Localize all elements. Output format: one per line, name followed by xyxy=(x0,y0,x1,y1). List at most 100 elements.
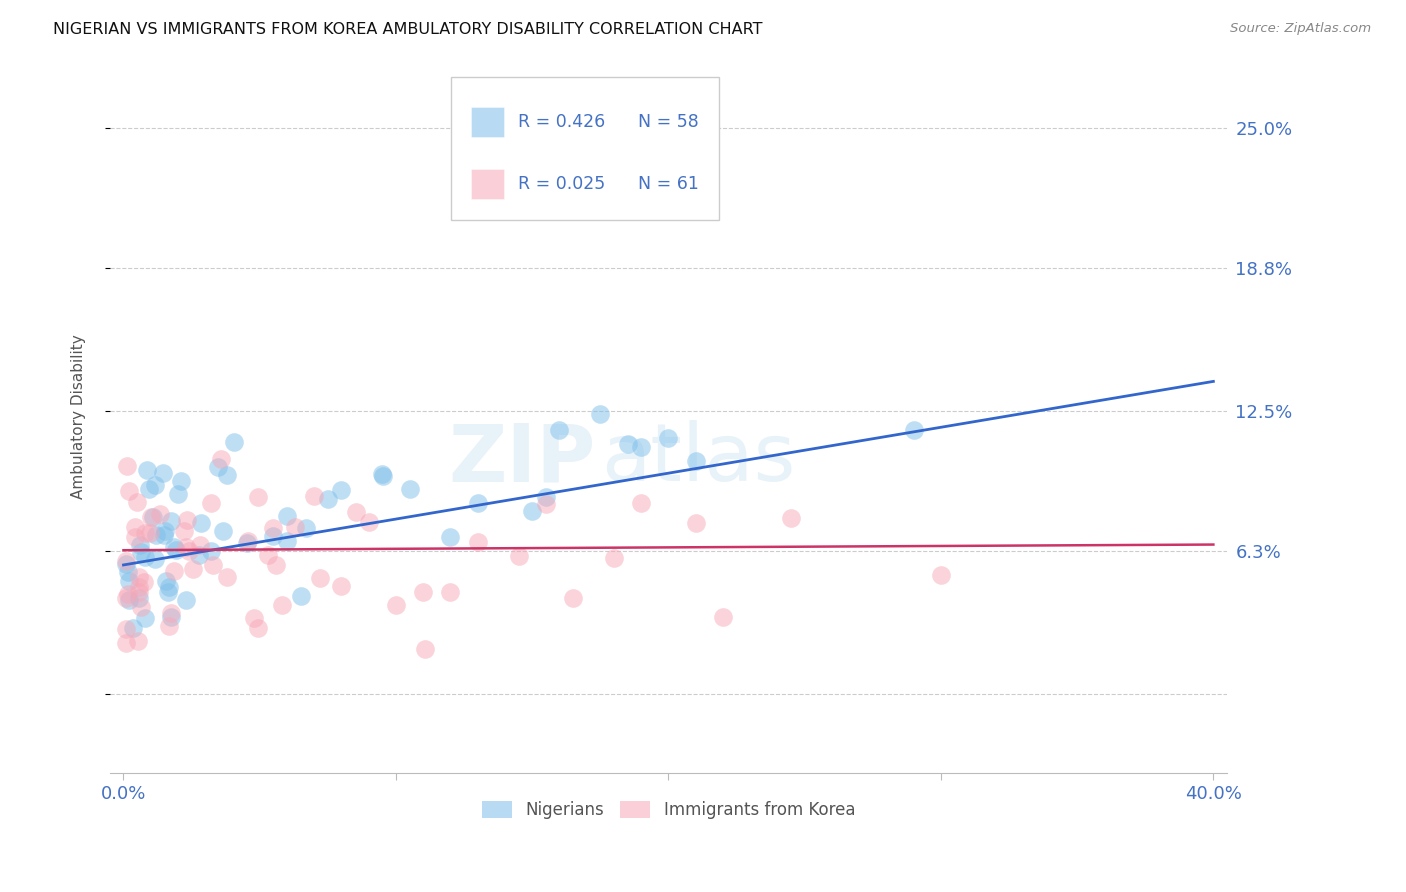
Point xyxy=(125,495,148,509)
Point xyxy=(294,521,316,535)
Point xyxy=(467,534,489,549)
Point xyxy=(187,548,209,562)
Point xyxy=(165,543,187,558)
Point xyxy=(271,598,294,612)
Point xyxy=(128,570,150,584)
Point xyxy=(115,554,138,568)
Point xyxy=(200,496,222,510)
Point xyxy=(562,591,585,606)
Text: R = 0.025: R = 0.025 xyxy=(517,175,605,193)
Point xyxy=(153,524,176,539)
Text: atlas: atlas xyxy=(602,420,796,499)
Point xyxy=(316,491,339,506)
Point xyxy=(589,407,612,421)
Point xyxy=(134,610,156,624)
Point xyxy=(174,540,197,554)
Point xyxy=(157,619,180,633)
Point xyxy=(929,568,952,582)
Point xyxy=(115,557,138,571)
Point xyxy=(276,508,298,523)
Point xyxy=(177,543,200,558)
Point xyxy=(118,592,141,607)
Point xyxy=(138,482,160,496)
Point xyxy=(160,514,183,528)
Point xyxy=(548,423,571,437)
Point xyxy=(685,454,707,468)
Point xyxy=(412,585,434,599)
Point xyxy=(128,591,150,605)
Point xyxy=(115,636,138,650)
Point xyxy=(256,548,278,562)
Point xyxy=(290,589,312,603)
Point xyxy=(215,468,238,483)
Point xyxy=(685,516,707,531)
Point xyxy=(117,565,139,579)
Point xyxy=(603,550,626,565)
Point xyxy=(156,585,179,599)
Point xyxy=(131,545,153,559)
Point xyxy=(153,527,176,541)
FancyBboxPatch shape xyxy=(450,78,718,220)
Point xyxy=(264,558,287,572)
Point xyxy=(143,478,166,492)
Point xyxy=(117,574,139,589)
Point xyxy=(207,460,229,475)
Point xyxy=(439,585,461,599)
Point xyxy=(236,533,259,548)
Point xyxy=(131,600,153,615)
Point xyxy=(217,570,239,584)
Point xyxy=(357,516,380,530)
Legend: Nigerians, Immigrants from Korea: Nigerians, Immigrants from Korea xyxy=(475,794,862,826)
Point xyxy=(134,549,156,564)
Point xyxy=(657,431,679,445)
Point xyxy=(135,463,157,477)
Point xyxy=(128,580,150,594)
Point xyxy=(415,641,437,656)
Point xyxy=(236,536,259,550)
Point xyxy=(174,593,197,607)
Point xyxy=(247,621,270,635)
Text: N = 61: N = 61 xyxy=(638,175,699,193)
Point xyxy=(163,541,186,555)
Point xyxy=(145,528,167,542)
Point xyxy=(247,490,270,504)
Point xyxy=(115,458,138,473)
Point xyxy=(308,571,330,585)
Point xyxy=(190,516,212,531)
Point xyxy=(439,530,461,544)
Point xyxy=(284,519,307,533)
Point xyxy=(209,451,232,466)
Bar xyxy=(471,107,505,137)
Point xyxy=(243,611,266,625)
Point xyxy=(149,507,172,521)
Point xyxy=(160,607,183,621)
Point xyxy=(138,525,160,540)
Text: NIGERIAN VS IMMIGRANTS FROM KOREA AMBULATORY DISABILITY CORRELATION CHART: NIGERIAN VS IMMIGRANTS FROM KOREA AMBULA… xyxy=(53,22,763,37)
Point xyxy=(330,579,353,593)
Point xyxy=(124,520,146,534)
Point xyxy=(534,497,557,511)
Point xyxy=(143,551,166,566)
Point xyxy=(780,511,803,525)
Point xyxy=(188,538,211,552)
Point xyxy=(344,505,367,519)
Point xyxy=(467,496,489,510)
Point xyxy=(373,469,395,483)
Point xyxy=(155,574,177,588)
Point xyxy=(163,564,186,578)
Point xyxy=(711,610,734,624)
Point xyxy=(127,633,149,648)
Point xyxy=(122,621,145,635)
Point xyxy=(262,528,284,542)
Point xyxy=(183,562,205,576)
Point xyxy=(534,490,557,504)
Point xyxy=(139,509,162,524)
Point xyxy=(142,509,165,524)
Point xyxy=(200,544,222,558)
Point xyxy=(276,533,298,548)
Point xyxy=(903,423,925,437)
Point xyxy=(330,483,353,498)
Text: R = 0.426: R = 0.426 xyxy=(517,113,605,131)
Y-axis label: Ambulatory Disability: Ambulatory Disability xyxy=(72,334,86,499)
Bar xyxy=(471,169,505,199)
